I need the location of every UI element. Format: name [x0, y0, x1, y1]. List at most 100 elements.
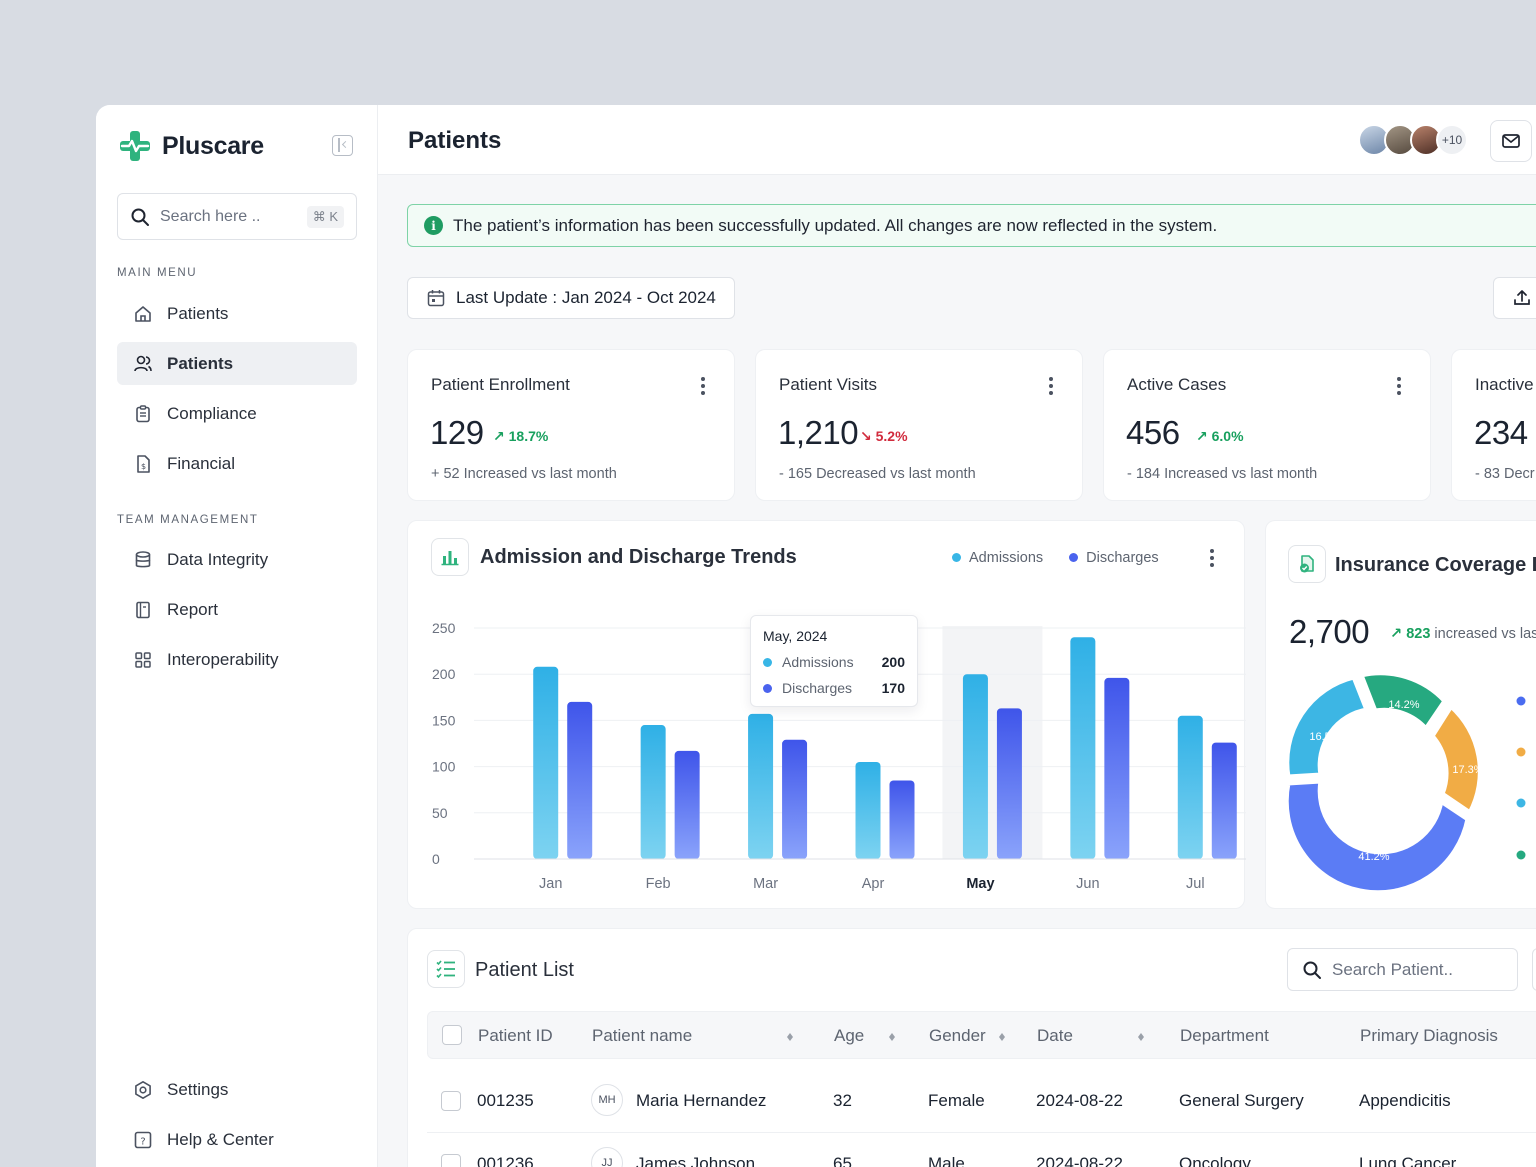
more-options-icon[interactable]	[1397, 377, 1401, 395]
patient-search[interactable]: Search Patient..	[1287, 948, 1518, 991]
sort-icon[interactable]	[786, 1030, 794, 1042]
cell-patient-id: 001235	[477, 1091, 534, 1110]
insurance-delta: ↗ 823 increased vs las	[1390, 626, 1536, 642]
users-icon	[134, 355, 152, 371]
tooltip-label: Admissions	[782, 654, 854, 670]
cell-department: Oncology	[1179, 1154, 1251, 1167]
sort-icon[interactable]	[888, 1030, 896, 1042]
bar-admissions-jan	[533, 666, 559, 859]
sidebar-item-label: Patients	[167, 303, 229, 323]
row-checkbox[interactable]	[441, 1091, 461, 1111]
cell-gender: Male	[928, 1154, 965, 1167]
legend-label: Discharges	[1086, 550, 1159, 566]
stat-card-enrollment: Patient Enrollment 129 ↗ 18.7% + 52 Incr…	[407, 349, 735, 501]
sidebar-item-patients[interactable]: Patients	[117, 342, 357, 385]
calendar-icon	[427, 290, 445, 307]
stat-value: 234	[1474, 414, 1528, 451]
sidebar-item-label: Help & Center	[167, 1129, 274, 1149]
main-menu-label: MAIN MENU	[117, 267, 198, 279]
sidebar-item-label: Compliance	[167, 403, 257, 423]
patient-list-title: Patient List	[475, 959, 574, 981]
patient-search-input[interactable]: Search Patient..	[1332, 959, 1453, 979]
bar-admissions-feb	[640, 725, 666, 859]
sidebar-item-report[interactable]: Report	[117, 588, 357, 631]
mail-icon	[1502, 134, 1520, 148]
x-tick-label: Jul	[1186, 876, 1205, 892]
success-alert: i The patient’s information has been suc…	[407, 204, 1536, 247]
sidebar-search[interactable]: Search here .. ⌘ K	[117, 193, 357, 240]
stat-delta-value: 18.7%	[508, 428, 549, 444]
stat-card-visits: Patient Visits 1,210 ↘ 5.2% - 165 Decrea…	[755, 349, 1083, 501]
stat-delta-value: 5.2%	[875, 428, 908, 444]
sidebar-item-label: Data Integrity	[167, 549, 269, 569]
cell-diagnosis: Appendicitis	[1359, 1091, 1451, 1110]
legend-item-discharges[interactable]: Discharges	[1069, 550, 1159, 566]
row-checkbox[interactable]	[441, 1154, 461, 1167]
sidebar-item-patients-home[interactable]: Patients	[117, 292, 357, 335]
patient-list-card: Patient List Search Patient.. Patient ID…	[407, 928, 1536, 1167]
date-range-label: Last Update : Jan 2024 - Oct 2024	[456, 288, 716, 307]
table-row[interactable]: 001235 MH Maria Hernandez 32 Female 2024…	[427, 1071, 1536, 1133]
table-row[interactable]: 001236 JJ James Johnson 65 Male 2024-08-…	[427, 1134, 1536, 1167]
export-button[interactable]	[1493, 277, 1536, 319]
sidebar-search-input[interactable]: Search here ..	[160, 207, 261, 225]
legend-dot	[1516, 747, 1526, 757]
insurance-title: Insurance Coverage Dis	[1335, 554, 1536, 576]
column-label: Primary Diagnosis	[1360, 1026, 1498, 1045]
more-options-icon[interactable]	[1049, 377, 1053, 395]
column-header-department[interactable]: Department	[1180, 1026, 1269, 1046]
avatars-more-count[interactable]: +10	[1436, 124, 1468, 156]
brand[interactable]: Pluscare	[118, 129, 264, 163]
filter-button[interactable]	[1532, 948, 1536, 991]
select-all-checkbox[interactable]	[442, 1025, 462, 1045]
search-icon	[131, 208, 149, 226]
sidebar-item-compliance[interactable]: Compliance	[117, 392, 357, 435]
collapse-sidebar-button[interactable]	[332, 135, 353, 156]
column-header-patient-id[interactable]: Patient ID	[478, 1026, 553, 1046]
team-management-label: TEAM MANAGEMENT	[117, 514, 259, 526]
info-icon: i	[424, 216, 443, 235]
column-label: Gender	[929, 1026, 986, 1045]
column-label: Department	[1180, 1026, 1269, 1045]
slice-label: 16.5%	[1309, 731, 1340, 743]
team-avatars[interactable]: +10	[1358, 124, 1468, 156]
sidebar-item-data-integrity[interactable]: Data Integrity	[117, 538, 357, 581]
sidebar-item-label: Financial	[167, 453, 236, 473]
sidebar-item-financial[interactable]: $ Financial	[117, 442, 357, 485]
avatar: MH	[591, 1084, 623, 1116]
column-header-gender[interactable]: Gender	[929, 1026, 1006, 1046]
sort-icon[interactable]	[998, 1030, 1006, 1042]
column-header-diagnosis[interactable]: Primary Diagnosis	[1360, 1026, 1498, 1046]
sidebar-item-label: Patients	[167, 353, 234, 373]
chart-title: Admission and Discharge Trends	[480, 546, 797, 568]
tooltip-value: 170	[881, 680, 905, 696]
gear-icon	[135, 1080, 151, 1099]
checklist-icon	[427, 950, 465, 988]
more-options-icon[interactable]	[701, 377, 705, 395]
date-range-filter[interactable]: Last Update : Jan 2024 - Oct 2024	[407, 277, 735, 319]
grid-icon	[135, 651, 151, 668]
column-header-date[interactable]: Date	[1037, 1026, 1145, 1046]
y-tick-label: 200	[432, 666, 456, 682]
sort-icon[interactable]	[1137, 1030, 1145, 1042]
column-header-patient-name[interactable]: Patient name	[592, 1026, 793, 1046]
alert-text: The patient’s information has been succe…	[453, 215, 1218, 235]
y-tick-label: 150	[432, 712, 456, 728]
sidebar-item-interoperability[interactable]: Interoperability	[117, 638, 357, 681]
slice-label: 14.2%	[1388, 699, 1419, 711]
bar-discharges-feb	[674, 750, 700, 859]
sidebar-item-settings[interactable]: Settings	[117, 1068, 357, 1111]
sidebar-item-label: Settings	[167, 1079, 229, 1099]
cell-date: 2024-08-22	[1036, 1154, 1123, 1167]
tooltip-row-discharges: Discharges 170	[763, 680, 905, 696]
mail-button[interactable]	[1490, 120, 1532, 162]
legend-dot	[1516, 850, 1526, 860]
tooltip-label: Discharges	[782, 680, 853, 696]
more-options-icon[interactable]	[1210, 549, 1214, 567]
sidebar-item-help[interactable]: ? Help & Center	[117, 1118, 357, 1161]
legend-item-admissions[interactable]: Admissions	[952, 550, 1043, 566]
tooltip-title: May, 2024	[763, 628, 828, 644]
column-header-age[interactable]: Age	[834, 1026, 896, 1046]
bar-admissions-mar	[748, 713, 774, 859]
y-tick-label: 50	[432, 805, 448, 821]
